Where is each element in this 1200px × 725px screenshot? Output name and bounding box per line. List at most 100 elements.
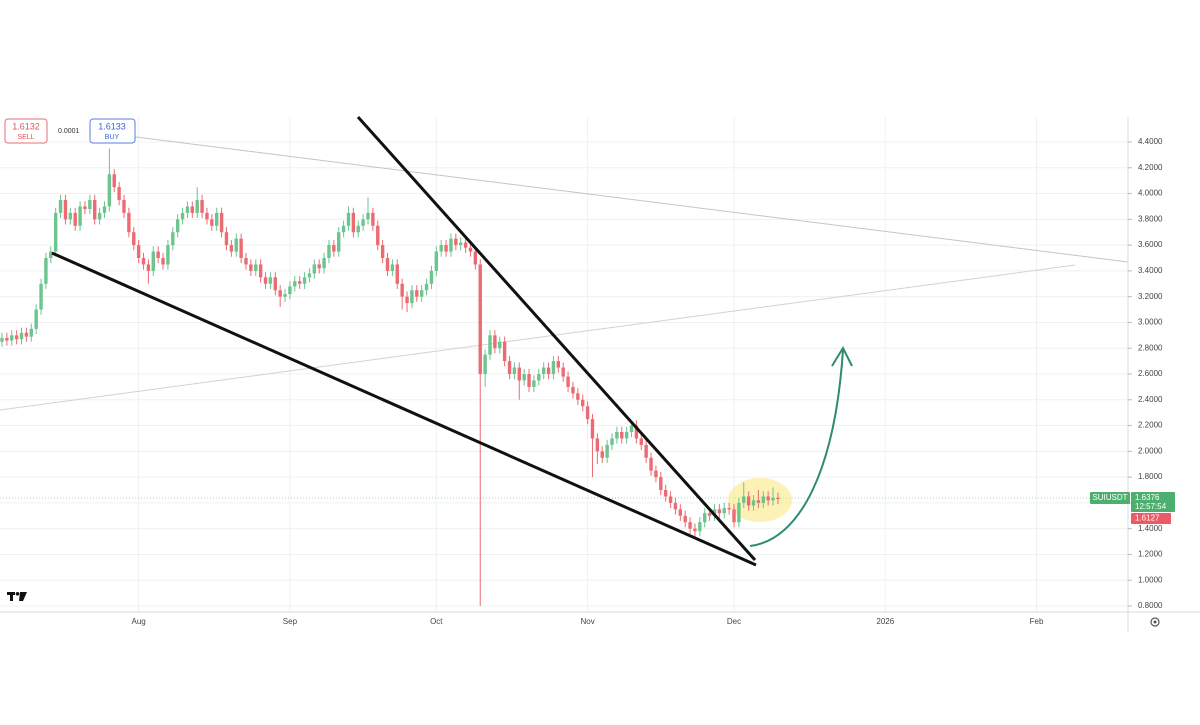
candle-body	[297, 281, 302, 284]
candle-body	[561, 367, 565, 377]
candle-body	[346, 212, 351, 226]
candle-body	[673, 502, 678, 510]
candle-body	[146, 264, 151, 271]
candle-body	[288, 286, 292, 295]
candle-body	[659, 477, 663, 490]
candle-body	[624, 432, 629, 439]
candle-body	[581, 399, 585, 407]
candle-body	[322, 258, 326, 269]
sell-price: 1.6132	[12, 121, 40, 131]
buy-box[interactable]	[89, 118, 136, 144]
candle-body	[620, 432, 624, 439]
arrow-head	[831, 345, 853, 367]
candle-body	[512, 367, 517, 374]
candle-body	[727, 508, 731, 510]
candle-body	[254, 264, 258, 271]
axis-labels: 0.80001.00001.20001.40001.60001.80002.00…	[132, 137, 1163, 626]
candle-body	[107, 174, 112, 207]
candle-body	[400, 283, 404, 297]
candle-body	[122, 200, 126, 213]
candle-body	[737, 502, 741, 523]
candle-body	[293, 281, 297, 287]
candle-body	[88, 200, 92, 210]
candle-body	[766, 496, 770, 501]
candle-body	[78, 206, 82, 226]
candle-body	[97, 212, 102, 220]
candle-body	[195, 200, 199, 213]
candle-body	[688, 522, 692, 529]
candle-body	[205, 212, 209, 220]
y-tick-label: 2.4000	[1138, 395, 1163, 404]
spread: 0.0001	[58, 128, 80, 135]
candle-body	[263, 277, 268, 284]
candles	[0, 148, 780, 606]
candle-body	[541, 367, 546, 374]
candle-body	[83, 206, 87, 210]
candle-body	[717, 509, 722, 514]
y-tick-label: 4.2000	[1138, 163, 1163, 172]
countdown-label: 12:57:54	[1135, 502, 1167, 511]
candle-body	[459, 242, 463, 246]
candle-body	[361, 219, 365, 226]
candle-body	[180, 212, 185, 220]
candle-body	[239, 238, 243, 258]
y-tick-label: 2.8000	[1138, 343, 1163, 352]
x-tick-label: 2026	[876, 617, 894, 626]
candle-body	[546, 367, 551, 374]
candle-body	[678, 509, 683, 516]
candle-body	[493, 335, 497, 349]
buy-label: BUY	[105, 134, 120, 141]
trendline-faint	[119, 134, 1129, 263]
candle-body	[644, 444, 648, 458]
y-tick-label: 3.4000	[1138, 266, 1163, 275]
candle-body	[756, 500, 761, 503]
candle-body	[703, 513, 707, 523]
x-tick-label: Feb	[1030, 617, 1044, 626]
candle-body	[302, 277, 307, 284]
x-tick-label: Aug	[132, 617, 146, 626]
candle-body	[356, 225, 360, 233]
candle-body	[132, 232, 136, 246]
candle-body	[371, 212, 375, 226]
candle-body	[229, 245, 234, 252]
candle-body	[405, 296, 409, 304]
candle-body	[502, 341, 507, 362]
candle-body	[668, 496, 673, 503]
candle-body	[385, 258, 390, 271]
candle-body	[53, 212, 58, 252]
candle-body	[171, 232, 175, 246]
candle-body	[376, 225, 380, 246]
y-tick-label: 4.0000	[1138, 189, 1163, 198]
candle-body	[29, 328, 33, 337]
sell-box[interactable]	[4, 118, 48, 144]
candle-body	[19, 332, 24, 340]
candle-body	[156, 251, 160, 258]
candle-body	[434, 251, 439, 271]
candle-body	[776, 497, 780, 500]
candle-body	[654, 470, 658, 478]
candle-body	[68, 212, 73, 220]
candle-body	[351, 212, 356, 233]
candle-body	[473, 251, 478, 265]
candle-body	[10, 335, 14, 341]
candle-body	[571, 386, 575, 394]
candle-body	[639, 438, 643, 445]
candle-body	[341, 225, 346, 233]
candle-body	[532, 380, 536, 387]
candle-body	[49, 251, 53, 258]
candle-body	[161, 258, 165, 265]
candle-body	[722, 508, 726, 514]
candle-body	[224, 232, 229, 246]
candle-body	[649, 457, 653, 471]
candle-body	[595, 438, 600, 452]
candle-body	[585, 406, 590, 420]
candle-body	[278, 290, 282, 297]
settings-icon[interactable]	[1150, 617, 1160, 627]
last-price-box	[1131, 492, 1175, 513]
x-tick-label: Dec	[727, 617, 741, 626]
y-tick-label: 3.0000	[1138, 318, 1163, 327]
candle-body	[117, 187, 121, 200]
symbol-label: SUIUSDT	[1092, 493, 1127, 502]
